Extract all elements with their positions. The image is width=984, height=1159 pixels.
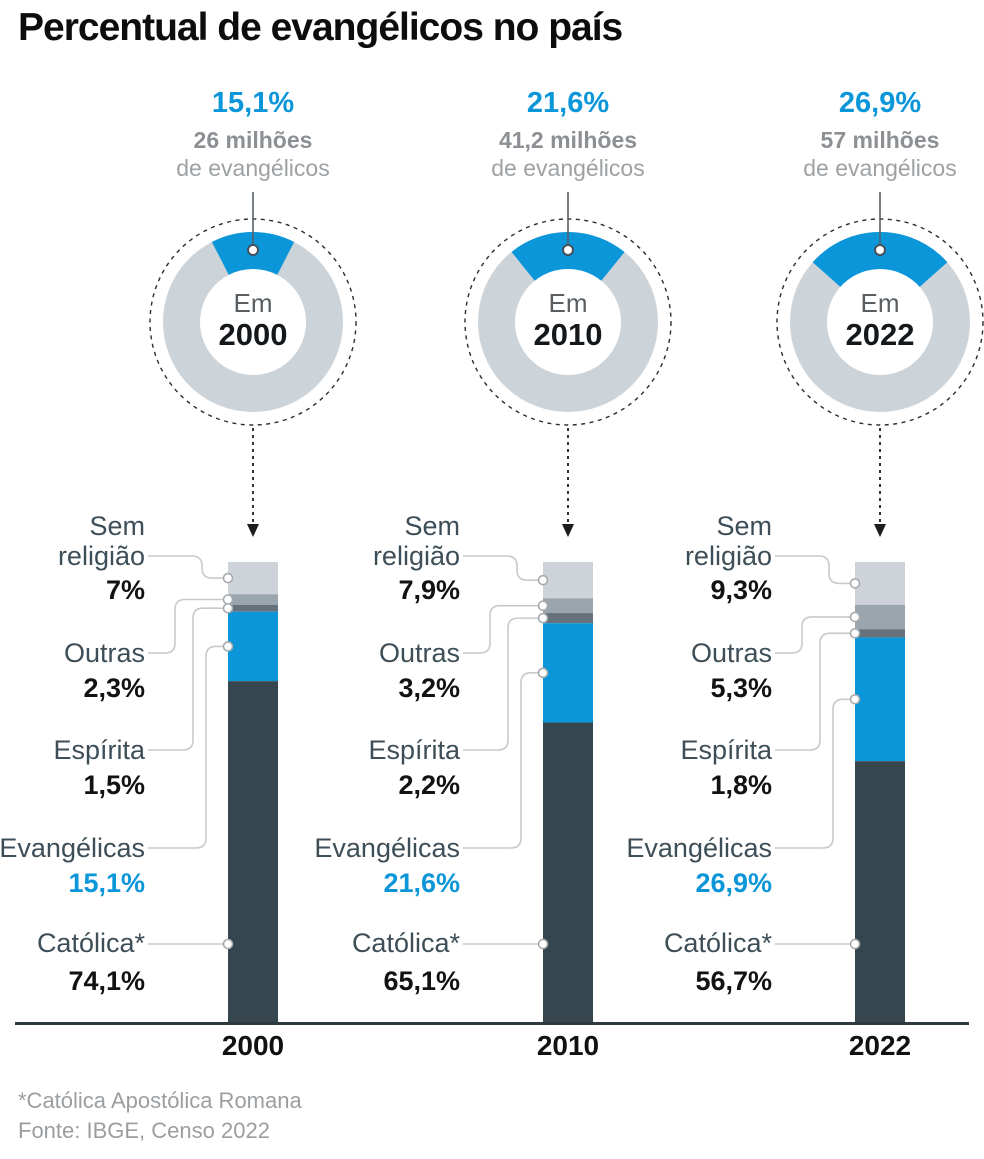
value-evangelicas-2022: 26,9% — [695, 868, 772, 898]
axis-year-2000: 2000 — [221, 1030, 285, 1061]
donut-header-2010: 21,6% 41,2 milhões de evangélicos — [448, 86, 688, 182]
evangelical-sub-2022: de evangélicos — [803, 155, 957, 181]
evangelical-millions-2022: 57 milhões — [820, 127, 940, 153]
evangelical-millions-2000: 26 milhões — [193, 127, 313, 153]
value-espirita-2010: 2,2% — [398, 770, 460, 800]
value-sem-religiao-2022: 9,3% — [710, 575, 772, 605]
category-label-espirita: Espírita — [368, 735, 460, 765]
page-title: Percentual de evangélicos no país — [18, 6, 623, 49]
value-sem-religiao-2000: 7% — [105, 575, 145, 605]
donut-center-2010: Em 2010 — [488, 288, 648, 352]
value-evangelicas-2000: 15,1% — [68, 868, 145, 898]
source: Fonte: IBGE, Censo 2022 — [18, 1118, 270, 1143]
donut-center-2000: Em 2000 — [173, 288, 333, 352]
donut-center-2022: Em 2022 — [800, 288, 960, 352]
category-label-espirita: Espírita — [680, 735, 772, 765]
category-label-sem-religiao: Sem religião — [684, 511, 772, 571]
category-label-catolica: Católica* — [351, 928, 460, 958]
value-espirita-2022: 1,8% — [710, 770, 772, 800]
axis-year-2022: 2022 — [848, 1030, 912, 1061]
evangelical-pct-2000: 15,1% — [211, 87, 295, 119]
value-evangelicas-2010: 21,6% — [383, 868, 460, 898]
category-label-evangelicas: Evangélicas — [0, 833, 145, 863]
category-label-sem-religiao: Sem religião — [372, 511, 460, 571]
category-label-evangelicas: Evangélicas — [314, 833, 460, 863]
category-label-espirita: Espírita — [53, 735, 145, 765]
category-label-outras: Outras — [63, 638, 145, 668]
category-label-catolica: Católica* — [663, 928, 772, 958]
donut-year: 2010 — [533, 317, 603, 352]
category-label-evangelicas: Evangélicas — [626, 833, 772, 863]
donut-year: 2022 — [845, 317, 915, 352]
donut-prefix: Em — [548, 288, 588, 318]
value-outras-2022: 5,3% — [710, 673, 772, 703]
footnote: *Católica Apostólica Romana — [18, 1088, 302, 1113]
evangelical-pct-2010: 21,6% — [526, 87, 610, 119]
category-label-catolica: Católica* — [36, 928, 145, 958]
evangelical-sub-2010: de evangélicos — [491, 155, 645, 181]
value-catolica-2022: 56,7% — [695, 966, 772, 996]
donut-header-2022: 26,9% 57 milhões de evangélicos — [760, 86, 984, 182]
donut-prefix: Em — [233, 288, 273, 318]
category-label-outras: Outras — [378, 638, 460, 668]
value-outras-2000: 2,3% — [83, 673, 145, 703]
evangelical-millions-2010: 41,2 milhões — [498, 127, 638, 153]
donut-header-2000: 15,1% 26 milhões de evangélicos — [133, 86, 373, 182]
value-catolica-2010: 65,1% — [383, 966, 460, 996]
category-label-sem-religiao: Sem religião — [57, 511, 145, 571]
value-sem-religiao-2010: 7,9% — [398, 575, 460, 605]
evangelical-pct-2022: 26,9% — [838, 87, 922, 119]
value-espirita-2000: 1,5% — [83, 770, 145, 800]
donut-prefix: Em — [860, 288, 900, 318]
value-outras-2010: 3,2% — [398, 673, 460, 703]
axis-year-2010: 2010 — [536, 1030, 600, 1061]
category-label-outras: Outras — [690, 638, 772, 668]
evangelical-sub-2000: de evangélicos — [176, 155, 330, 181]
value-catolica-2000: 74,1% — [68, 966, 145, 996]
donut-year: 2000 — [218, 317, 288, 352]
